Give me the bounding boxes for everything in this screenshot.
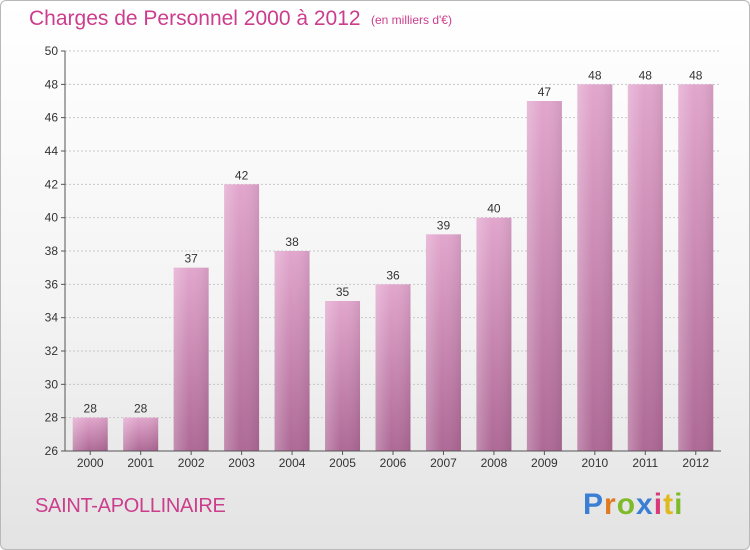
bar-shine-2001: [123, 417, 159, 451]
y-tick-label: 30: [45, 377, 59, 391]
chart-subtitle: (en milliers d'€): [371, 13, 452, 27]
city-name: SAINT-APOLLINAIRE: [35, 495, 226, 517]
data-label-2012: 48: [689, 68, 703, 82]
proxiti-logo: Proxiti: [583, 488, 683, 522]
logo-letter: i: [653, 488, 664, 521]
y-tick-label: 46: [45, 111, 59, 125]
logo-letter: x: [636, 488, 654, 521]
bar-shine-2006: [375, 284, 411, 451]
data-label-2008: 40: [487, 202, 501, 216]
y-tick-label: 36: [45, 277, 59, 291]
data-label-2003: 42: [235, 168, 249, 182]
y-tick-label: 28: [45, 411, 59, 425]
data-label-2004: 38: [285, 235, 299, 249]
y-tick-label: 44: [45, 144, 59, 158]
bar-shine-2004: [274, 251, 310, 451]
x-tick-label-2011: 2011: [632, 456, 658, 470]
x-tick-label-2006: 2006: [380, 456, 407, 470]
data-label-2002: 37: [184, 252, 198, 266]
y-tick-label: 50: [45, 44, 59, 58]
data-label-2001: 28: [134, 402, 148, 416]
data-label-2010: 48: [588, 68, 602, 82]
y-tick-label: 40: [45, 211, 59, 225]
bars: 28 28 37 42 38 35 36 39 40 47 48 48 48: [72, 68, 714, 452]
x-tick-label-2000: 2000: [77, 456, 104, 470]
bar-shine-2005: [325, 301, 361, 451]
y-tick-label: 26: [45, 444, 59, 458]
data-label-2000: 28: [84, 402, 98, 416]
data-label-2005: 35: [336, 285, 350, 299]
x-tick-label-2003: 2003: [228, 456, 255, 470]
x-tick-label-2004: 2004: [279, 456, 306, 470]
chart-title: Charges de Personnel 2000 à 2012: [29, 7, 361, 30]
x-tick-label-2012: 2012: [682, 456, 709, 470]
y-tick-label: 42: [45, 177, 59, 191]
x-tick-label-2002: 2002: [178, 456, 205, 470]
data-label-2007: 39: [437, 218, 451, 232]
logo-letter: t: [663, 488, 675, 521]
y-tick-label: 38: [45, 244, 59, 258]
bar-shine-2011: [627, 84, 663, 451]
bar-shine-2008: [476, 217, 512, 451]
data-label-2006: 36: [386, 268, 400, 282]
x-tick-label-2009: 2009: [531, 456, 558, 470]
bar-shine-2010: [577, 84, 613, 451]
bar-shine-2012: [678, 84, 714, 451]
axes: 26 28 30 32 34 36 38 40 42 44 46 48 50 2000 2001 2002 20…: [45, 44, 721, 470]
x-tick-label-2007: 2007: [430, 456, 457, 470]
x-tick-label-2001: 2001: [127, 456, 154, 470]
logo-letter: r: [604, 488, 617, 521]
bar-shine-2000: [72, 417, 108, 451]
bar-shine-2009: [526, 101, 562, 451]
x-tick-label-2005: 2005: [329, 456, 356, 470]
y-tick-label: 48: [45, 77, 59, 91]
y-tick-label: 32: [45, 344, 59, 358]
bar-shine-2003: [224, 184, 260, 452]
data-label-2011: 48: [639, 68, 653, 82]
logo-letter: P: [583, 488, 605, 521]
y-tick-label: 34: [45, 311, 59, 325]
logo-letter: i: [674, 488, 684, 521]
logo-letter: o: [616, 488, 637, 521]
x-tick-label-2010: 2010: [581, 456, 608, 470]
bar-shine-2002: [173, 267, 209, 451]
bar-shine-2007: [425, 234, 461, 451]
x-tick-label-2008: 2008: [481, 456, 508, 470]
data-label-2009: 47: [538, 85, 552, 99]
